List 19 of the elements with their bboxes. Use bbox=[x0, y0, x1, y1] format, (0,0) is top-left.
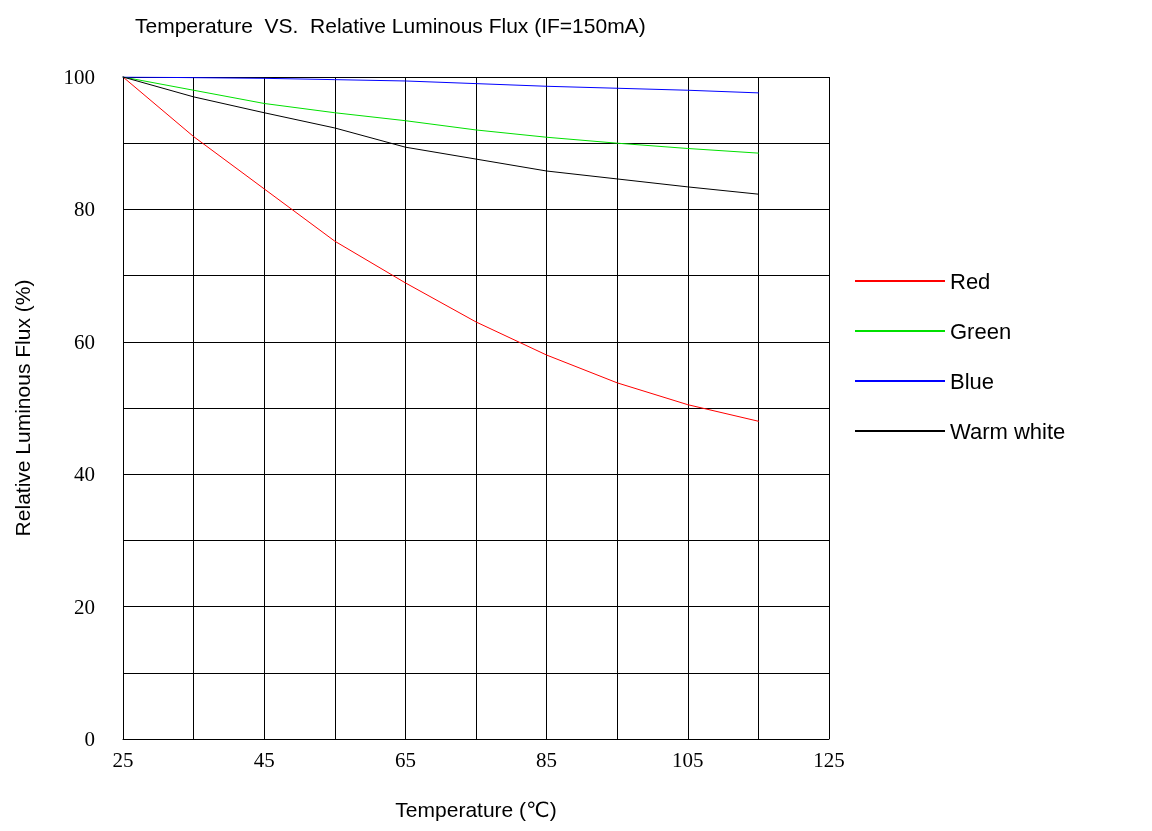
x-tick-label: 85 bbox=[536, 747, 558, 772]
y-tick-label: 100 bbox=[63, 65, 95, 89]
y-tick-label: 60 bbox=[74, 329, 95, 354]
y-tick-label: 40 bbox=[74, 462, 95, 487]
x-tick-label: 105 bbox=[672, 747, 704, 772]
y-tick-label: 20 bbox=[74, 594, 95, 619]
x-axis-title: Temperature (℃) bbox=[395, 798, 557, 821]
x-tick-label: 125 bbox=[813, 747, 845, 772]
legend-label: Warm white bbox=[950, 418, 1066, 444]
legend-label: Green bbox=[950, 318, 1012, 344]
legend-label: Blue bbox=[950, 368, 995, 394]
x-tick-label: 65 bbox=[394, 747, 416, 772]
chart-title: Temperature VS. Relative Luminous Flux (IF=150mA) bbox=[135, 14, 646, 37]
y-tick-label: 0 bbox=[84, 727, 95, 751]
x-tick-label: 45 bbox=[253, 747, 275, 772]
legend-label: Red bbox=[950, 268, 991, 294]
y-axis-title: Relative Luminous Flux (%) bbox=[11, 279, 34, 537]
x-tick-label: 25 bbox=[112, 747, 134, 772]
y-tick-label: 80 bbox=[74, 197, 95, 222]
